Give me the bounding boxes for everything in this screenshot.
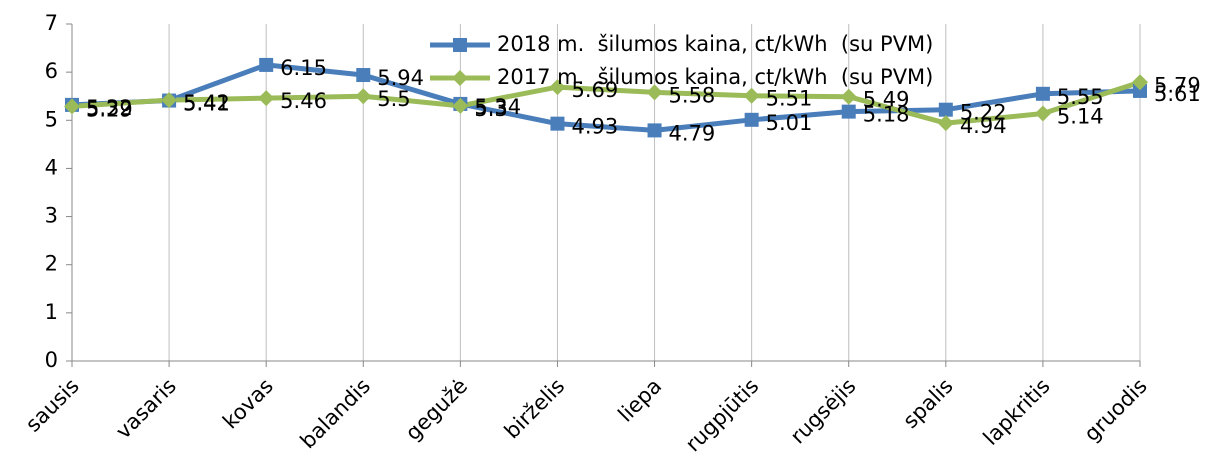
y-tick-label: 3 xyxy=(45,204,58,228)
data-label: 5.79 xyxy=(1154,73,1201,97)
marker xyxy=(1132,74,1148,91)
series-line xyxy=(71,62,1141,133)
marker xyxy=(453,38,467,52)
legend-label: 2018 m. šilumos kaina, ct/kWh (su PVM) xyxy=(497,32,933,56)
marker xyxy=(743,87,760,104)
data-label: 5.42 xyxy=(183,91,230,115)
marker xyxy=(64,98,80,115)
y-tick-label: 1 xyxy=(45,300,58,324)
y-tick-label: 0 xyxy=(45,348,58,372)
marker xyxy=(840,88,857,105)
data-label: 5.94 xyxy=(377,66,424,90)
data-label: 5.49 xyxy=(863,88,910,112)
data-label: 5.32 xyxy=(86,96,133,120)
marker xyxy=(356,68,371,83)
marker xyxy=(355,88,372,105)
data-label: 5.34 xyxy=(474,95,521,119)
marker xyxy=(1133,83,1147,98)
marker xyxy=(938,102,953,117)
x-tick-label: vasaris xyxy=(111,374,181,444)
legend-label: 2017 m. šilumos kaina, ct/kWh (su PVM) xyxy=(497,65,933,89)
x-tick-label: gegužė xyxy=(401,374,472,445)
data-label: 5.51 xyxy=(766,87,813,111)
data-label: 4.79 xyxy=(669,121,716,145)
x-tick-label: lapkritis xyxy=(979,374,1055,450)
y-tick-label: 2 xyxy=(45,252,58,276)
data-label: 5.3 xyxy=(474,97,507,121)
marker xyxy=(841,104,856,119)
marker xyxy=(1035,86,1050,101)
data-label: 5.01 xyxy=(766,111,813,135)
y-tick-label: 7 xyxy=(45,11,58,35)
data-label: 5.69 xyxy=(571,78,618,102)
data-label: 6.15 xyxy=(280,56,327,80)
data-label: 5.22 xyxy=(960,101,1007,125)
marker xyxy=(452,97,469,114)
x-tick-label: balandis xyxy=(296,374,375,453)
marker xyxy=(258,90,275,107)
marker xyxy=(647,123,662,138)
data-label: 5.61 xyxy=(1154,82,1201,106)
marker xyxy=(259,57,274,72)
data-label: 5.14 xyxy=(1057,105,1104,129)
x-tick-label: rugpjūtis xyxy=(681,374,764,457)
x-tick-label: liepa xyxy=(613,374,666,427)
data-label: 5.29 xyxy=(86,97,133,121)
marker xyxy=(161,92,178,109)
marker xyxy=(937,115,954,132)
data-label: 5.58 xyxy=(669,83,716,107)
data-label: 5.46 xyxy=(280,89,327,113)
marker xyxy=(646,84,663,101)
data-label: 5.41 xyxy=(183,92,230,116)
series-line xyxy=(71,79,1141,126)
marker xyxy=(549,79,566,96)
marker xyxy=(452,70,468,86)
marker xyxy=(744,112,759,127)
x-tick-label: spalis xyxy=(898,374,957,433)
x-tick-label: birželis xyxy=(500,374,570,444)
x-tick-label: sausis xyxy=(21,374,84,437)
x-tick-label: gruodis xyxy=(1079,374,1151,446)
data-label: 5.55 xyxy=(1057,85,1104,109)
x-tick-label: rugsėjis xyxy=(786,374,861,449)
marker xyxy=(550,116,565,131)
data-label: 5.5 xyxy=(377,87,410,111)
x-tick-label: kovas xyxy=(218,374,278,434)
marker xyxy=(1034,105,1051,122)
y-tick-label: 4 xyxy=(45,155,58,179)
data-label: 4.94 xyxy=(960,114,1007,138)
y-tick-label: 5 xyxy=(45,107,58,131)
data-label: 4.93 xyxy=(571,115,618,139)
data-label: 5.18 xyxy=(863,103,910,127)
y-tick-label: 6 xyxy=(45,59,58,83)
